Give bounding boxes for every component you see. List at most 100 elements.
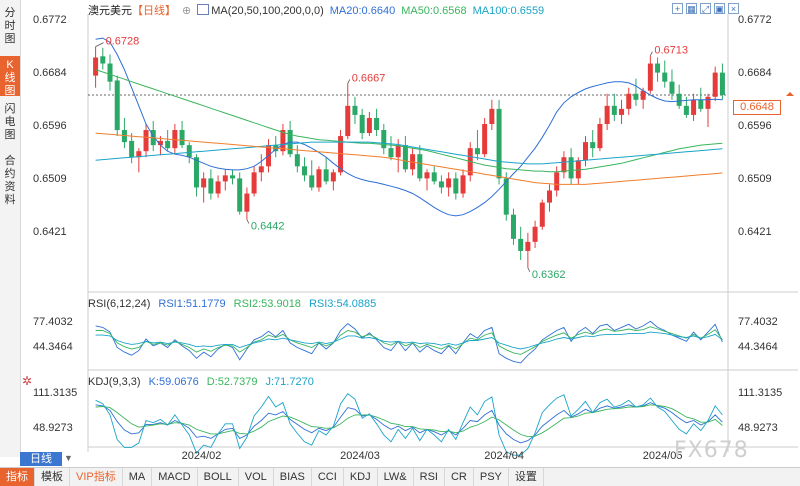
candle-body [172,130,178,149]
bottom-tab-14[interactable]: 设置 [509,468,544,486]
kdj-tick-low-right: 48.9273 [738,421,778,434]
candle-body [698,99,704,109]
candle-body [129,140,135,158]
rsi-tick-high-right: 77.4032 [738,315,778,328]
candle-body [546,190,552,203]
candle-body [345,105,351,137]
rsi3-value: RSI3:54.0885 [308,298,377,310]
candle-body [554,172,560,191]
candle-body [712,72,718,97]
period-dropdown-icon[interactable]: ▼ [64,453,73,463]
bottom-tab-4[interactable]: MACD [152,468,198,486]
candle-body [583,142,589,161]
bottom-tab-12[interactable]: CR [445,468,474,486]
candle-body [655,63,661,73]
bottom-tab-9[interactable]: KDJ [344,468,378,486]
chart-header: 澳元美元【日线】 ⊕ MA(20,50,100,200,0,0) MA20:0.664… [88,2,550,17]
candle-body [446,178,452,188]
candle-body [201,178,207,188]
crosshair-icon[interactable]: + [672,3,683,14]
price-tick-right-0: 0.6772 [738,14,772,26]
candle-body [93,57,99,76]
candle-body [237,178,243,212]
candle-body [229,175,235,179]
ma100-value: MA100:0.6559 [472,5,545,17]
current-price-marker [786,91,794,96]
candle-body [244,193,250,212]
candle-body [352,105,358,115]
annotation-pointer [347,79,351,84]
bottom-tab-2[interactable]: VIP指标 [70,468,123,486]
kdj-k-value: K:59.0676 [148,376,199,388]
candle-body [258,166,264,173]
period-button[interactable]: 日线 [20,452,62,466]
candle-body [568,157,574,179]
candle-body [338,136,344,173]
current-price-tag: 0.6648 [733,100,781,115]
kdj-tick-low-left: 48.9273 [33,421,73,434]
candle-body [647,63,653,91]
candle-body [316,169,322,188]
candle-body [474,148,480,155]
candle-body [683,105,689,115]
candle-body [611,105,617,115]
candle-body [525,241,531,251]
ma-icon[interactable] [197,4,210,15]
x-tick-2: 2024/04 [484,450,525,462]
sidebar-tab-2[interactable]: 闪电图 [4,103,16,141]
ma-line-ma50 [95,69,723,173]
candle-body [626,93,632,109]
candle-body [179,130,185,146]
bottom-tab-0[interactable]: 指标 [0,468,35,486]
ma-line-ma200 [95,132,723,185]
candle-body [431,172,437,182]
kdj-j-value: J:71.7270 [265,376,314,388]
bottom-tab-10[interactable]: LW& [378,468,414,486]
candle-body [280,130,286,152]
candle-body [719,72,725,95]
candle-body [532,226,538,242]
price-tick-right-1: 0.6684 [738,67,772,80]
annotation-pointer [649,51,653,56]
bottom-tab-11[interactable]: RSI [414,468,445,486]
close-icon[interactable]: × [728,3,739,14]
candle-body [402,145,408,170]
rsi-line-rsi2 [95,326,723,355]
bottom-tab-3[interactable]: MA [123,468,153,486]
rsi-line-rsi1 [95,320,723,364]
candle-body [114,80,120,131]
sidebar-tab-0[interactable]: 分时图 [4,7,16,45]
bottom-tab-6[interactable]: VOL [239,468,274,486]
sidebar-tab-3[interactable]: 合约资料 [4,155,16,206]
zoom-icon[interactable]: ▦ [686,3,697,14]
candle-body [539,202,545,227]
candle-body [489,108,495,124]
ma20-value: MA20:0.6640 [329,5,396,17]
candle-body [510,214,516,239]
candle-body [366,117,372,134]
candle-body [561,157,567,173]
bottom-tab-13[interactable]: PSY [474,468,509,486]
candle-body [251,172,257,194]
expand-icon[interactable]: ⤢ [700,3,711,14]
candle-body [388,148,394,158]
bottom-tab-1[interactable]: 模板 [35,468,70,486]
bottom-tab-8[interactable]: CCI [312,468,344,486]
fullscreen-icon[interactable]: ▣ [714,3,725,14]
bottom-tab-5[interactable]: BOLL [198,468,239,486]
gear-icon[interactable]: ✲ [22,374,33,388]
annotation-pointer [527,267,531,273]
kdj-header: KDJ(9,3,3) K:59.0676 D:52.7379 J:71.7270 [88,376,322,388]
candle-body [395,145,401,158]
period-tag[interactable]: 【日线】 [132,5,176,17]
candle-body [662,72,668,82]
candle-body [518,238,524,251]
kdj-d-value: D:52.7379 [206,376,258,388]
candle-body [193,157,199,188]
candle-body [438,181,444,188]
bottom-tab-7[interactable]: BIAS [274,468,312,486]
rsi-tick-low-right: 44.3464 [738,341,778,354]
settings-icon[interactable]: ⊕ [182,5,192,17]
candle-body [705,96,711,109]
